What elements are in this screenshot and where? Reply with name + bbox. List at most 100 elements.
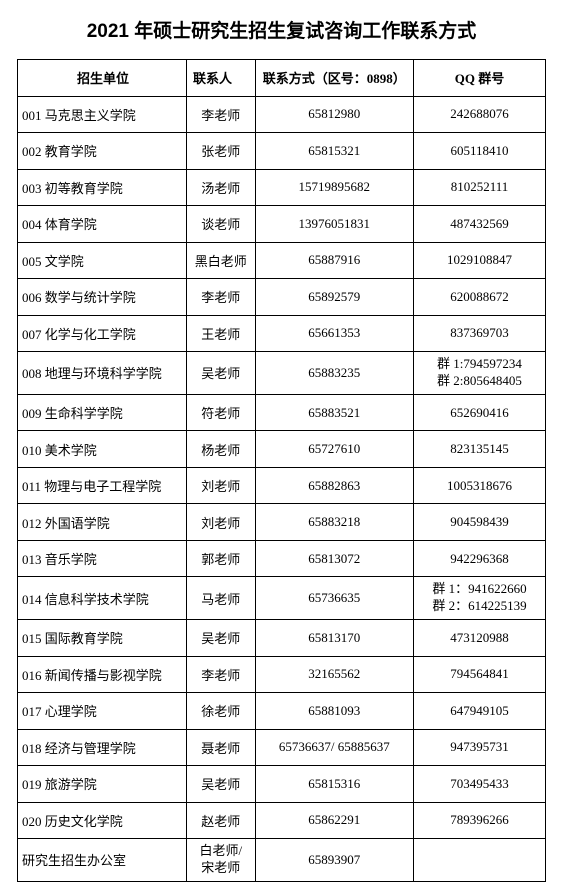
cell-unit: 001 马克思主义学院 bbox=[18, 96, 187, 133]
table-row: 005 文学院黑白老师658879161029108847 bbox=[18, 242, 546, 279]
cell-unit: 002 教育学院 bbox=[18, 133, 187, 170]
table-row: 002 教育学院张老师65815321605118410 bbox=[18, 133, 546, 170]
cell-phone: 65812980 bbox=[255, 96, 413, 133]
cell-unit: 006 数学与统计学院 bbox=[18, 279, 187, 316]
cell-contact: 汤老师 bbox=[186, 169, 255, 206]
cell-contact: 赵老师 bbox=[186, 802, 255, 839]
cell-unit: 017 心理学院 bbox=[18, 693, 187, 730]
cell-contact: 刘老师 bbox=[186, 467, 255, 504]
cell-unit: 009 生命科学学院 bbox=[18, 394, 187, 431]
cell-unit: 012 外国语学院 bbox=[18, 504, 187, 541]
cell-unit: 014 信息科学技术学院 bbox=[18, 577, 187, 620]
cell-phone: 65881093 bbox=[255, 693, 413, 730]
cell-contact: 李老师 bbox=[186, 656, 255, 693]
cell-qq: 904598439 bbox=[413, 504, 545, 541]
cell-contact: 谈老师 bbox=[186, 206, 255, 243]
cell-contact: 符老师 bbox=[186, 394, 255, 431]
table-row: 研究生招生办公室白老师/宋老师65893907 bbox=[18, 839, 546, 882]
cell-unit: 005 文学院 bbox=[18, 242, 187, 279]
cell-phone: 32165562 bbox=[255, 656, 413, 693]
cell-unit: 研究生招生办公室 bbox=[18, 839, 187, 882]
cell-qq: 794564841 bbox=[413, 656, 545, 693]
cell-contact: 马老师 bbox=[186, 577, 255, 620]
cell-phone: 65883235 bbox=[255, 352, 413, 395]
cell-phone: 65892579 bbox=[255, 279, 413, 316]
cell-qq: 473120988 bbox=[413, 620, 545, 657]
cell-contact: 张老师 bbox=[186, 133, 255, 170]
cell-unit: 018 经济与管理学院 bbox=[18, 729, 187, 766]
table-row: 004 体育学院谈老师13976051831487432569 bbox=[18, 206, 546, 243]
table-row: 008 地理与环境科学学院吴老师65883235群 1:794597234群 2… bbox=[18, 352, 546, 395]
cell-phone: 65736635 bbox=[255, 577, 413, 620]
table-row: 009 生命科学学院符老师65883521652690416 bbox=[18, 394, 546, 431]
table-row: 011 物理与电子工程学院刘老师658828631005318676 bbox=[18, 467, 546, 504]
table-header-row: 招生单位 联系人 联系方式（区号：0898） QQ 群号 bbox=[18, 60, 546, 97]
cell-contact: 吴老师 bbox=[186, 766, 255, 803]
table-row: 019 旅游学院吴老师65815316703495433 bbox=[18, 766, 546, 803]
cell-unit: 010 美术学院 bbox=[18, 431, 187, 468]
cell-phone: 65887916 bbox=[255, 242, 413, 279]
cell-phone: 65883521 bbox=[255, 394, 413, 431]
cell-unit: 016 新闻传播与影视学院 bbox=[18, 656, 187, 693]
page-title: 2021 年硕士研究生招生复试咨询工作联系方式 bbox=[17, 16, 546, 43]
cell-phone: 65727610 bbox=[255, 431, 413, 468]
cell-phone: 65813170 bbox=[255, 620, 413, 657]
cell-unit: 004 体育学院 bbox=[18, 206, 187, 243]
cell-qq bbox=[413, 839, 545, 882]
cell-phone: 65862291 bbox=[255, 802, 413, 839]
cell-contact: 李老师 bbox=[186, 96, 255, 133]
cell-qq: 942296368 bbox=[413, 540, 545, 577]
cell-qq: 487432569 bbox=[413, 206, 545, 243]
cell-phone: 65883218 bbox=[255, 504, 413, 541]
cell-qq: 789396266 bbox=[413, 802, 545, 839]
cell-phone: 65815316 bbox=[255, 766, 413, 803]
header-contact: 联系人 bbox=[186, 60, 255, 97]
cell-qq: 242688076 bbox=[413, 96, 545, 133]
cell-contact: 李老师 bbox=[186, 279, 255, 316]
cell-contact: 吴老师 bbox=[186, 352, 255, 395]
table-row: 016 新闻传播与影视学院李老师32165562794564841 bbox=[18, 656, 546, 693]
cell-phone: 65893907 bbox=[255, 839, 413, 882]
header-phone: 联系方式（区号：0898） bbox=[255, 60, 413, 97]
header-unit: 招生单位 bbox=[18, 60, 187, 97]
cell-phone: 65736637/ 65885637 bbox=[255, 729, 413, 766]
cell-qq: 群 1:794597234群 2:805648405 bbox=[413, 352, 545, 395]
table-row: 006 数学与统计学院李老师65892579620088672 bbox=[18, 279, 546, 316]
table-row: 010 美术学院杨老师65727610823135145 bbox=[18, 431, 546, 468]
table-row: 012 外国语学院刘老师65883218904598439 bbox=[18, 504, 546, 541]
cell-contact: 郭老师 bbox=[186, 540, 255, 577]
table-row: 018 经济与管理学院聂老师65736637/ 6588563794739573… bbox=[18, 729, 546, 766]
cell-qq: 652690416 bbox=[413, 394, 545, 431]
cell-contact: 吴老师 bbox=[186, 620, 255, 657]
cell-qq: 947395731 bbox=[413, 729, 545, 766]
cell-unit: 011 物理与电子工程学院 bbox=[18, 467, 187, 504]
cell-qq: 1029108847 bbox=[413, 242, 545, 279]
cell-qq: 1005318676 bbox=[413, 467, 545, 504]
table-row: 015 国际教育学院吴老师65813170473120988 bbox=[18, 620, 546, 657]
cell-unit: 008 地理与环境科学学院 bbox=[18, 352, 187, 395]
table-row: 007 化学与化工学院王老师65661353837369703 bbox=[18, 315, 546, 352]
cell-contact: 王老师 bbox=[186, 315, 255, 352]
cell-unit: 003 初等教育学院 bbox=[18, 169, 187, 206]
cell-unit: 019 旅游学院 bbox=[18, 766, 187, 803]
cell-qq: 810252111 bbox=[413, 169, 545, 206]
cell-qq: 620088672 bbox=[413, 279, 545, 316]
cell-qq: 群 1：941622660群 2：614225139 bbox=[413, 577, 545, 620]
cell-contact: 杨老师 bbox=[186, 431, 255, 468]
cell-qq: 823135145 bbox=[413, 431, 545, 468]
table-row: 014 信息科学技术学院马老师65736635群 1：941622660群 2：… bbox=[18, 577, 546, 620]
cell-unit: 015 国际教育学院 bbox=[18, 620, 187, 657]
cell-phone: 65882863 bbox=[255, 467, 413, 504]
cell-contact: 白老师/宋老师 bbox=[186, 839, 255, 882]
cell-phone: 15719895682 bbox=[255, 169, 413, 206]
cell-qq: 647949105 bbox=[413, 693, 545, 730]
cell-contact: 聂老师 bbox=[186, 729, 255, 766]
cell-qq: 703495433 bbox=[413, 766, 545, 803]
cell-phone: 13976051831 bbox=[255, 206, 413, 243]
cell-unit: 013 音乐学院 bbox=[18, 540, 187, 577]
cell-phone: 65661353 bbox=[255, 315, 413, 352]
cell-unit: 020 历史文化学院 bbox=[18, 802, 187, 839]
cell-contact: 黑白老师 bbox=[186, 242, 255, 279]
table-row: 001 马克思主义学院李老师65812980242688076 bbox=[18, 96, 546, 133]
cell-unit: 007 化学与化工学院 bbox=[18, 315, 187, 352]
